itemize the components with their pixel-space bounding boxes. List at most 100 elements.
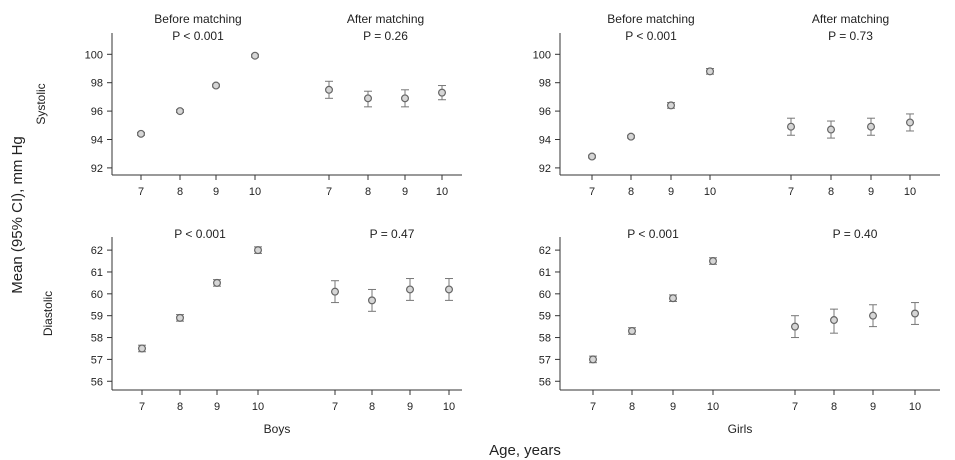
row-label: Systolic: [34, 83, 48, 124]
data-point: [176, 313, 185, 322]
x-tick-label: 8: [628, 186, 634, 198]
y-tick-label: 59: [91, 311, 103, 323]
x-tick-label: 8: [629, 401, 635, 413]
data-point: [254, 246, 263, 255]
sex-group-label: Girls: [728, 422, 753, 436]
x-tick-label: 9: [870, 401, 876, 413]
data-point: [708, 257, 717, 266]
data-point: [368, 296, 377, 305]
x-tick-label: 7: [332, 401, 338, 413]
x-tick-label: 9: [868, 186, 874, 198]
data-point: [438, 88, 447, 97]
x-tick-label: 8: [828, 186, 834, 198]
data-point: [325, 85, 334, 94]
x-tick-label: 9: [214, 401, 220, 413]
y-tick-label: 98: [539, 78, 551, 90]
p-value-label: P = 0.73: [828, 29, 873, 43]
y-tick-label: 96: [539, 106, 551, 118]
y-tick-label: 56: [539, 376, 551, 388]
data-point: [790, 322, 799, 331]
data-point: [868, 311, 877, 320]
x-tick-label: 10: [249, 186, 261, 198]
data-point: [176, 107, 185, 116]
data-point: [251, 51, 260, 60]
panel-girls-systolic: 92 94 96 98 100 7 8 9 10 7 8 9 10 Before matching P < …: [533, 12, 940, 198]
p-value-label: P = 0.47: [370, 227, 415, 241]
y-tick-label: 61: [539, 267, 551, 279]
figure-x-axis-label: Age, years: [489, 442, 561, 459]
x-tick-label: 8: [177, 401, 183, 413]
panel-boys-diastolic: 56 57 58 59 60 61 62 7 8 9 10 7 8 9 10 P < 0.001 P = 0.4…: [41, 227, 462, 436]
y-tick-label: 100: [85, 49, 103, 61]
x-tick-label: 10: [443, 401, 455, 413]
group-title: Before matching: [607, 12, 694, 26]
x-tick-label: 7: [326, 186, 332, 198]
x-tick-label: 10: [909, 401, 921, 413]
p-value-label: P < 0.001: [174, 227, 226, 241]
x-tick-label: 9: [407, 401, 413, 413]
data-point: [666, 101, 675, 110]
p-value-label: P = 0.26: [363, 29, 408, 43]
x-tick-label: 8: [177, 186, 183, 198]
x-tick-label: 8: [369, 401, 375, 413]
y-tick-label: 96: [91, 106, 103, 118]
y-tick-label: 57: [91, 354, 103, 366]
row-label: Diastolic: [41, 291, 55, 336]
x-tick-label: 10: [436, 186, 448, 198]
x-tick-label: 10: [904, 186, 916, 198]
data-point: [829, 316, 838, 325]
x-tick-label: 7: [589, 186, 595, 198]
data-point: [406, 285, 415, 294]
data-point: [905, 118, 914, 127]
y-tick-label: 58: [91, 333, 103, 345]
p-value-label: P < 0.001: [627, 227, 679, 241]
data-point: [627, 326, 636, 335]
group-title: After matching: [347, 12, 424, 26]
y-tick-label: 56: [91, 376, 103, 388]
data-point: [826, 125, 835, 134]
data-point: [626, 132, 635, 141]
y-tick-label: 100: [533, 49, 551, 61]
data-point: [866, 122, 875, 131]
x-tick-label: 9: [402, 186, 408, 198]
figure-y-axis-label: Mean (95% CI), mm Hg: [9, 136, 26, 294]
y-tick-label: 62: [91, 245, 103, 257]
y-tick-label: 59: [539, 311, 551, 323]
data-point: [705, 67, 714, 76]
y-tick-label: 60: [539, 289, 551, 301]
data-point: [137, 129, 146, 138]
x-tick-label: 7: [138, 186, 144, 198]
x-tick-label: 8: [365, 186, 371, 198]
x-tick-label: 10: [707, 401, 719, 413]
y-tick-label: 62: [539, 245, 551, 257]
data-point: [364, 94, 373, 103]
y-tick-label: 60: [91, 289, 103, 301]
x-tick-label: 7: [792, 401, 798, 413]
data-point: [212, 81, 221, 90]
x-tick-label: 7: [590, 401, 596, 413]
data-point: [786, 122, 795, 131]
y-tick-label: 94: [91, 135, 103, 147]
data-point: [401, 94, 410, 103]
panel-boys-systolic: 92 94 96 98 100 7 8 9 10 7 8 9 10 Before matching P < …: [34, 12, 462, 198]
p-value-label: P < 0.001: [172, 29, 224, 43]
y-tick-label: 98: [91, 78, 103, 90]
y-tick-label: 58: [539, 333, 551, 345]
group-title: Before matching: [154, 12, 241, 26]
y-tick-label: 61: [91, 267, 103, 279]
data-point: [445, 285, 454, 294]
y-tick-label: 92: [539, 163, 551, 175]
y-tick-label: 92: [91, 163, 103, 175]
sex-group-label: Boys: [264, 422, 291, 436]
p-value-label: P < 0.001: [625, 29, 677, 43]
x-tick-label: 7: [788, 186, 794, 198]
x-tick-label: 9: [670, 401, 676, 413]
p-value-label: P = 0.40: [833, 227, 878, 241]
x-tick-label: 10: [704, 186, 716, 198]
x-tick-label: 9: [213, 186, 219, 198]
x-tick-label: 8: [831, 401, 837, 413]
data-point: [910, 309, 919, 318]
data-point: [331, 287, 340, 296]
x-tick-label: 7: [139, 401, 145, 413]
